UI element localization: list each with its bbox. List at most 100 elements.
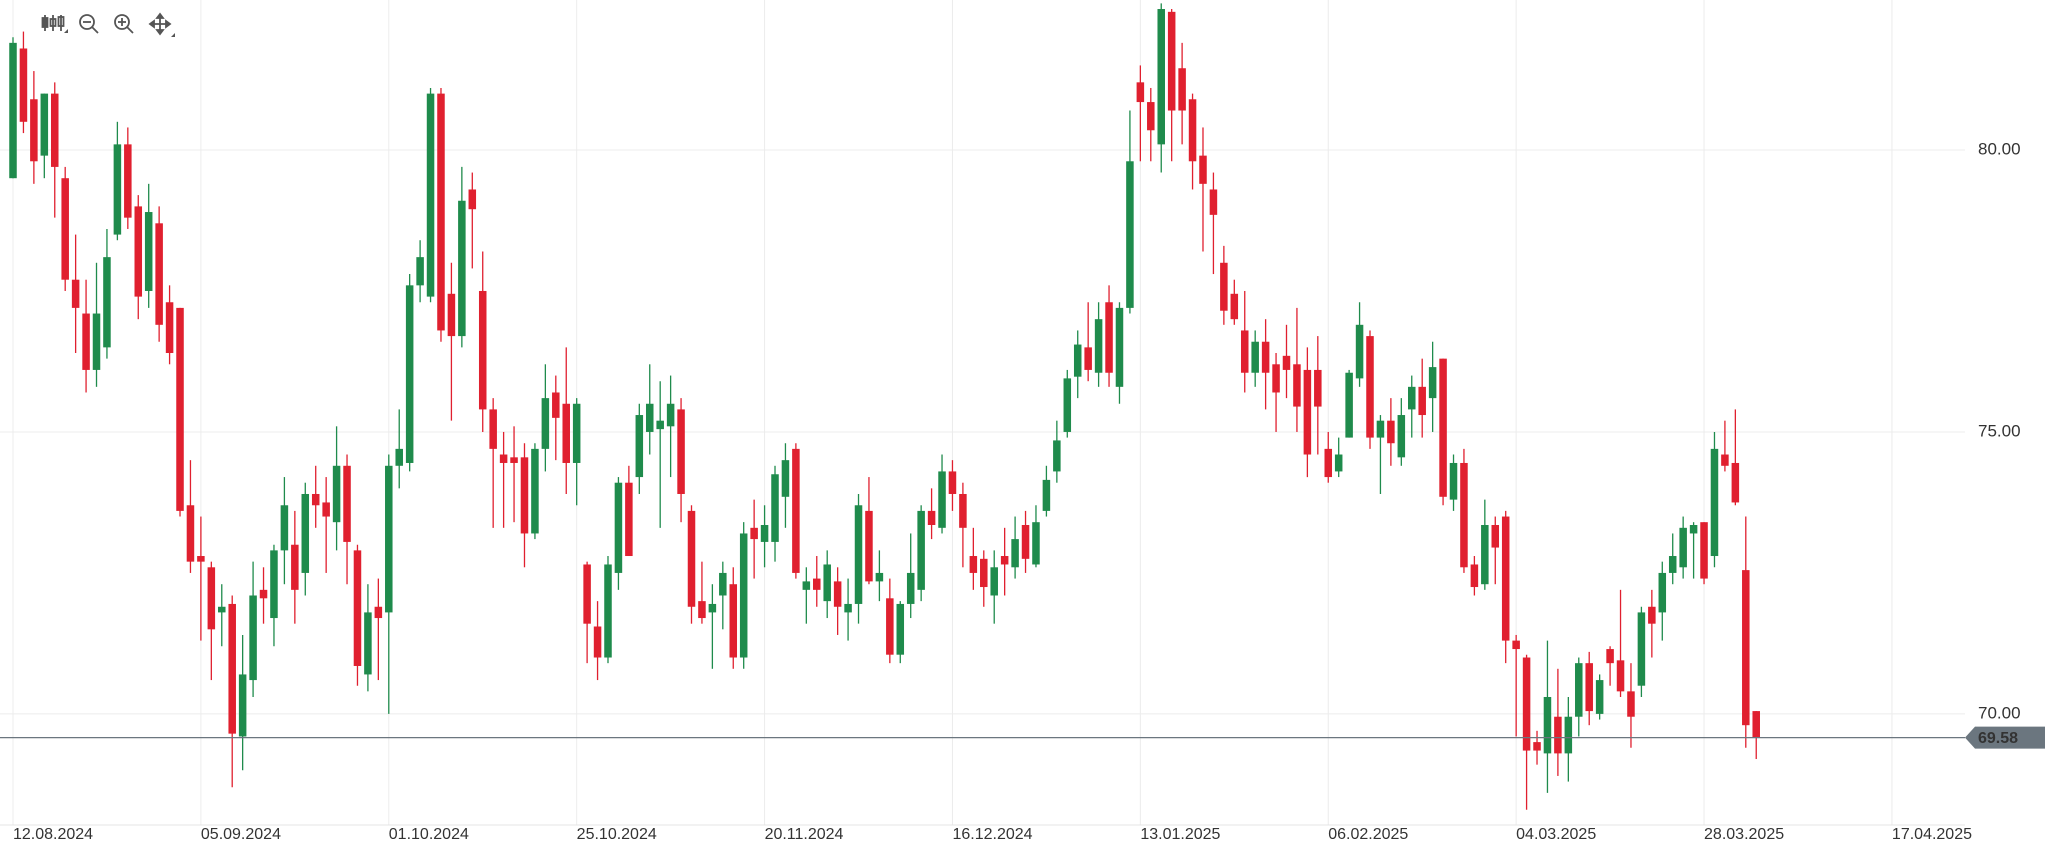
candle-body — [186, 505, 195, 562]
candle-body — [124, 144, 132, 218]
candle-body — [750, 527, 758, 540]
candle-body — [1595, 680, 1604, 714]
candle-body — [489, 409, 497, 449]
candle-body — [865, 510, 873, 582]
candle-body — [1721, 454, 1729, 466]
candle-body — [1314, 369, 1322, 407]
candle-body — [1011, 539, 1019, 568]
candle-body — [562, 403, 570, 463]
candle-body — [468, 189, 477, 210]
candle-body — [405, 285, 414, 463]
candle-body — [61, 178, 69, 280]
candle-body — [1084, 347, 1092, 370]
candle-body — [1272, 364, 1280, 393]
candle-body — [92, 313, 101, 370]
candle-body — [729, 584, 738, 658]
candle-body — [176, 307, 184, 511]
candle-body — [1042, 479, 1051, 511]
candle-body — [1000, 556, 1009, 565]
candle-body — [1554, 716, 1562, 754]
x-tick-label: 28.03.2025 — [1704, 826, 1784, 843]
candle-body — [437, 93, 445, 331]
candle-body — [541, 398, 550, 449]
candle-body — [572, 403, 581, 463]
candle-body — [1199, 155, 1207, 184]
candle-body — [854, 505, 863, 604]
candle-body — [1136, 82, 1145, 103]
x-tick-label: 25.10.2024 — [577, 826, 657, 843]
candle-body — [1261, 341, 1270, 373]
candle-body — [635, 415, 644, 478]
candle-body — [1387, 420, 1395, 444]
candle-body — [82, 313, 90, 370]
candle-body — [1470, 564, 1479, 588]
candle-body — [259, 589, 268, 599]
candle-body — [197, 556, 205, 562]
candle-body — [656, 420, 664, 430]
candle-body — [1115, 307, 1124, 387]
candle-body — [228, 603, 236, 734]
candle-body — [552, 392, 560, 418]
last-price-tag — [1965, 726, 2045, 749]
candle-body — [1188, 99, 1197, 162]
candle-body — [771, 474, 779, 542]
candle-body — [1355, 324, 1364, 379]
candle-body — [708, 603, 717, 613]
candle-body — [1397, 415, 1406, 458]
candle-body — [1543, 696, 1552, 754]
candle-body — [1439, 358, 1447, 497]
candle-body — [19, 48, 28, 122]
x-tick-label: 01.10.2024 — [389, 826, 469, 843]
candle-body — [447, 293, 456, 337]
candle-body — [614, 482, 623, 573]
candle-body — [134, 206, 143, 297]
candle-body — [9, 42, 17, 179]
candle-body — [896, 603, 905, 655]
candle-body — [50, 93, 59, 167]
candle-body — [813, 578, 821, 590]
candle-body — [1167, 11, 1176, 111]
candle-tool[interactable] — [41, 15, 69, 33]
candle-body — [792, 448, 800, 573]
candle-body — [1105, 302, 1113, 373]
candle-body — [666, 403, 675, 427]
x-tick-label: 16.12.2024 — [952, 826, 1032, 843]
toolbar — [41, 12, 175, 37]
candle-body — [1522, 657, 1531, 751]
pan-tool[interactable] — [148, 12, 175, 37]
candle-body — [1126, 161, 1134, 308]
candle-body — [938, 471, 946, 528]
candle-body — [1564, 716, 1573, 754]
candle-body — [301, 493, 310, 573]
candle-body — [1668, 556, 1677, 573]
candle-body — [625, 482, 633, 557]
candle-body — [1731, 462, 1740, 503]
zoom-in-tool[interactable] — [114, 14, 134, 34]
candle-body — [604, 564, 612, 658]
candle-body — [207, 567, 216, 630]
candle-body — [1366, 336, 1374, 438]
x-tick-label: 06.02.2025 — [1328, 826, 1408, 843]
grid — [0, 0, 1965, 826]
candle-body — [40, 93, 49, 156]
candle-body — [520, 457, 529, 534]
candle-body — [322, 502, 330, 517]
x-tick-label: 12.08.2024 — [13, 826, 93, 843]
candle-body — [458, 200, 466, 337]
candle-body — [280, 505, 289, 551]
candle-body — [1053, 440, 1061, 472]
candle-body — [1178, 68, 1186, 111]
x-tick-label: 05.09.2024 — [201, 826, 281, 843]
candle-body — [687, 510, 696, 607]
candle-body — [583, 564, 591, 624]
candle-body — [739, 533, 748, 658]
zoom-out-tool[interactable] — [79, 14, 99, 34]
candle-body — [1648, 606, 1656, 624]
candle-body — [1606, 649, 1614, 664]
candle-body — [1449, 462, 1458, 500]
y-tick-label: 70.00 — [1978, 703, 2021, 722]
candle-body — [1376, 420, 1385, 438]
candle-body — [990, 567, 998, 596]
